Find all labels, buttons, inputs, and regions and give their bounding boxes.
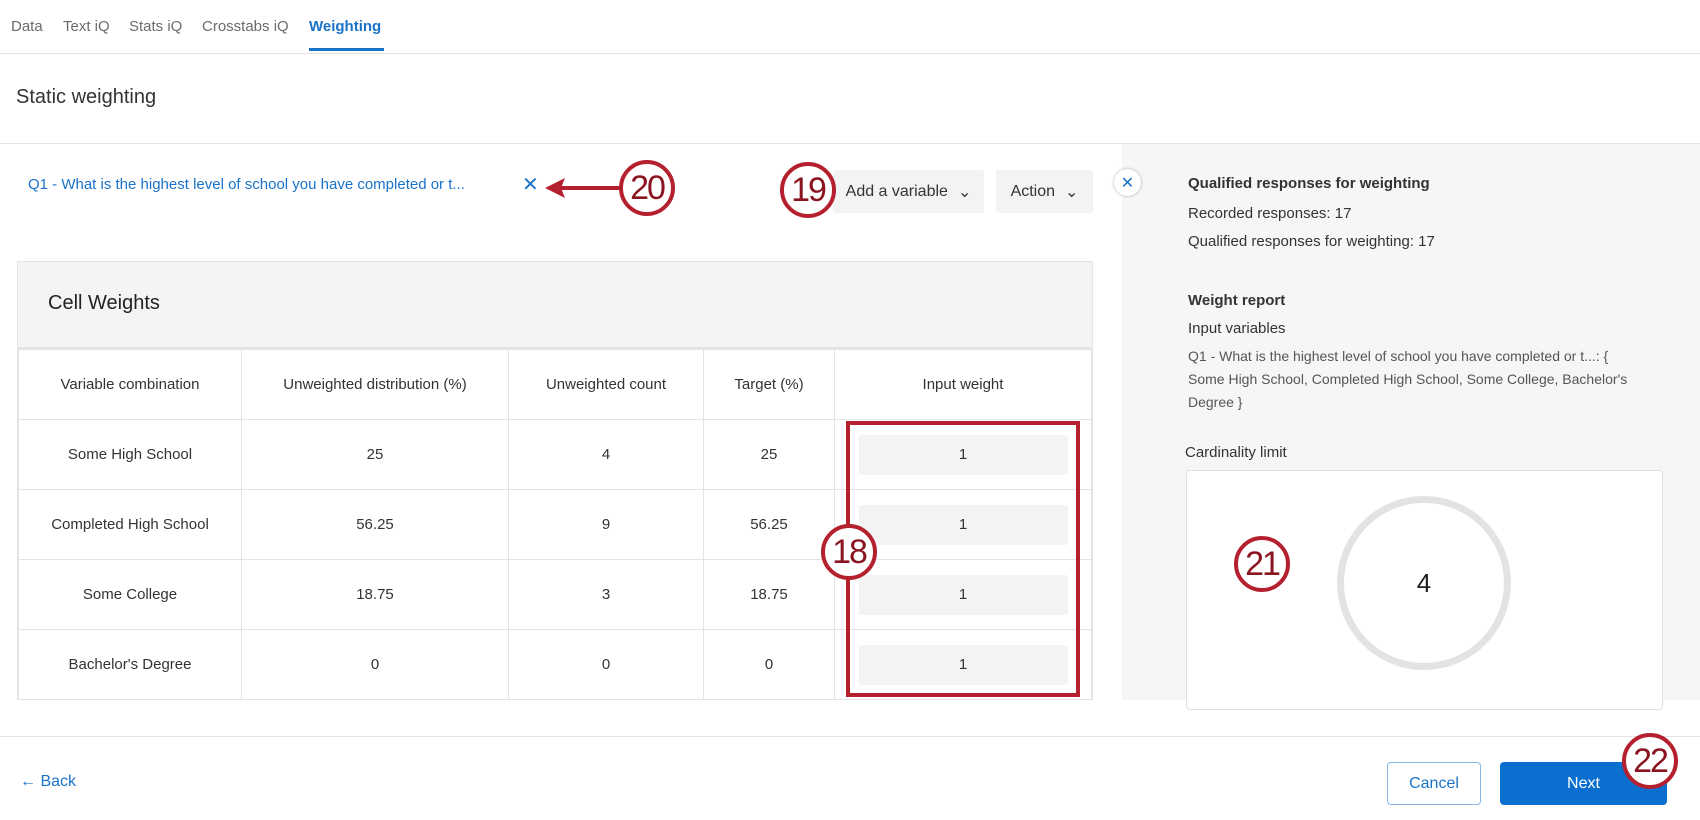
footer-divider bbox=[0, 736, 1700, 737]
cell: 18.75 bbox=[241, 559, 509, 630]
cell-weights-table: Variable combination Unweighted distribu… bbox=[18, 349, 1092, 699]
active-tab-indicator bbox=[309, 48, 384, 51]
variable-link[interactable]: Q1 - What is the highest level of school… bbox=[28, 176, 465, 193]
cardinality-gauge: 4 bbox=[1337, 496, 1511, 670]
cell: 25 bbox=[703, 419, 835, 490]
table-row: Completed High School 56.25 9 56.25 1 bbox=[18, 489, 1092, 560]
remove-variable-close-icon[interactable]: ✕ bbox=[522, 174, 539, 196]
add-variable-button[interactable]: Add a variable ⌄ bbox=[833, 170, 984, 213]
annotation-badge: 19 bbox=[780, 162, 836, 218]
column-header: Variable combination bbox=[18, 349, 242, 420]
cell: 1 bbox=[834, 489, 1092, 560]
weight-report-title: Weight report bbox=[1188, 292, 1286, 309]
input-variables-desc: Q1 - What is the highest level of school… bbox=[1188, 348, 1628, 410]
cell-weights-card: Cell Weights Variable combination Unweig… bbox=[17, 261, 1093, 700]
recorded-responses: Recorded responses: 17 bbox=[1188, 205, 1352, 222]
tab-data[interactable]: Data bbox=[11, 18, 43, 35]
input-variables-label: Input variables bbox=[1188, 320, 1286, 337]
back-button[interactable]: ← Back bbox=[20, 773, 76, 791]
cell: 0 bbox=[703, 629, 835, 699]
divider bbox=[0, 143, 1700, 144]
chevron-down-icon: ⌄ bbox=[957, 183, 972, 201]
tab-text-iq[interactable]: Text iQ bbox=[63, 18, 110, 35]
cell-weights-title: Cell Weights bbox=[18, 262, 1092, 349]
tab-stats-iq[interactable]: Stats iQ bbox=[129, 18, 183, 35]
cell: 4 bbox=[508, 419, 704, 490]
add-variable-label: Add a variable bbox=[845, 182, 948, 200]
annotation-box bbox=[846, 421, 1080, 697]
action-button[interactable]: Action ⌄ bbox=[996, 170, 1093, 213]
page-title: Static weighting bbox=[16, 86, 157, 108]
table-row: Bachelor's Degree 0 0 0 1 bbox=[18, 629, 1092, 699]
cardinality-value: 4 bbox=[1416, 567, 1432, 598]
input-weight-field[interactable]: 1 bbox=[858, 434, 1068, 475]
cell: 0 bbox=[241, 629, 509, 699]
cell: 1 bbox=[834, 419, 1092, 490]
cell: 9 bbox=[508, 489, 704, 560]
annotation-badge: 21 bbox=[1234, 536, 1290, 592]
column-header: Target (%) bbox=[703, 349, 835, 420]
cell: 56.25 bbox=[703, 489, 835, 560]
column-header: Unweighted count bbox=[508, 349, 704, 420]
arrow-left-icon: ← bbox=[20, 773, 41, 790]
input-weight-field[interactable]: 1 bbox=[858, 504, 1068, 545]
cell: 1 bbox=[834, 559, 1092, 630]
cell: 18.75 bbox=[703, 559, 835, 630]
back-label: Back bbox=[40, 773, 77, 790]
cancel-button[interactable]: Cancel bbox=[1387, 762, 1481, 805]
cell: 56.25 bbox=[241, 489, 509, 560]
input-weight-field[interactable]: 1 bbox=[858, 644, 1068, 685]
action-label: Action bbox=[1010, 182, 1056, 200]
divider bbox=[0, 53, 1700, 54]
tab-crosstabs-iq[interactable]: Crosstabs iQ bbox=[202, 18, 289, 35]
table-row: Some College 18.75 3 18.75 1 bbox=[18, 559, 1092, 630]
table-header-row: Variable combination Unweighted distribu… bbox=[18, 349, 1092, 420]
cell: 25 bbox=[241, 419, 509, 490]
cell: 0 bbox=[508, 629, 704, 699]
cardinality-label: Cardinality limit bbox=[1185, 444, 1287, 461]
cell: 1 bbox=[834, 629, 1092, 699]
qualified-responses: Qualified responses for weighting: 17 bbox=[1188, 233, 1435, 250]
cell: 3 bbox=[508, 559, 704, 630]
column-header: Input weight bbox=[834, 349, 1092, 420]
cell: Some High School bbox=[18, 419, 242, 490]
chevron-down-icon: ⌄ bbox=[1065, 183, 1079, 201]
cell: Completed High School bbox=[18, 489, 242, 560]
tab-weighting[interactable]: Weighting bbox=[309, 18, 382, 35]
annotation-arrow-icon bbox=[545, 178, 625, 198]
table-row: Some High School 25 4 25 1 bbox=[18, 419, 1092, 490]
annotation-badge: 22 bbox=[1622, 733, 1678, 789]
qualified-title: Qualified responses for weighting bbox=[1188, 175, 1430, 192]
annotation-badge: 20 bbox=[619, 160, 675, 216]
input-weight-field[interactable]: 1 bbox=[858, 574, 1068, 615]
cell: Bachelor's Degree bbox=[18, 629, 242, 699]
column-header: Unweighted distribution (%) bbox=[241, 349, 509, 420]
annotation-badge: 18 bbox=[821, 524, 877, 580]
close-panel-icon[interactable]: ✕ bbox=[1114, 169, 1141, 196]
cell: Some College bbox=[18, 559, 242, 630]
